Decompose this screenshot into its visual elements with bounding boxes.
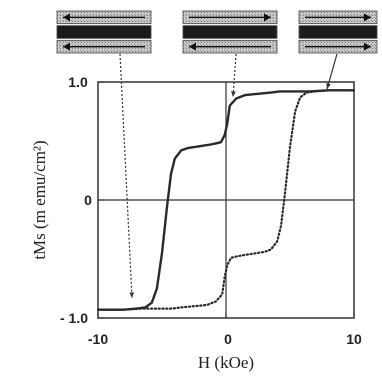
magnetization-arrow-head <box>264 13 271 22</box>
y-tick-label-zero: 0 <box>84 192 92 208</box>
tick-marks <box>97 81 355 319</box>
hysteresis-curves <box>96 89 356 311</box>
pointer-line <box>232 53 237 98</box>
magnetization-inset-3 <box>298 10 378 54</box>
magnetization-arrow-head <box>364 42 371 51</box>
magnetization-arrow-head <box>63 42 70 51</box>
magnetization-arrow-head <box>189 42 196 51</box>
spacer-layer <box>56 25 152 39</box>
hysteresis-branch-dotted <box>96 89 356 311</box>
magnetization-arrow-head <box>364 13 371 22</box>
pointer-arrowhead <box>129 292 135 298</box>
x-tick-label-zero: 0 <box>224 331 232 347</box>
magnetization-inset-2 <box>182 10 278 54</box>
y-tick-label-max: 1.0 <box>68 74 88 90</box>
x-axis-label: H (kOe) <box>198 353 254 372</box>
hysteresis-branch-solid <box>98 89 354 311</box>
magnetization-inset-1 <box>56 10 152 54</box>
pointer-arrowhead <box>326 83 331 89</box>
y-tick-label-min: - 1.0 <box>60 310 88 326</box>
pointer-line <box>326 53 338 90</box>
x-tick-label-max: 10 <box>346 331 362 347</box>
pointer-arrows <box>119 53 338 299</box>
pointer-arrowhead <box>231 91 236 97</box>
pointer-line <box>119 53 133 299</box>
spacer-layer <box>298 25 378 39</box>
y-axis-label: tMs (m emu/cm²) <box>30 140 49 259</box>
spacer-layer <box>182 25 278 39</box>
magnetization-arrow-head <box>63 13 70 22</box>
x-tick-label-min: -10 <box>88 331 108 347</box>
